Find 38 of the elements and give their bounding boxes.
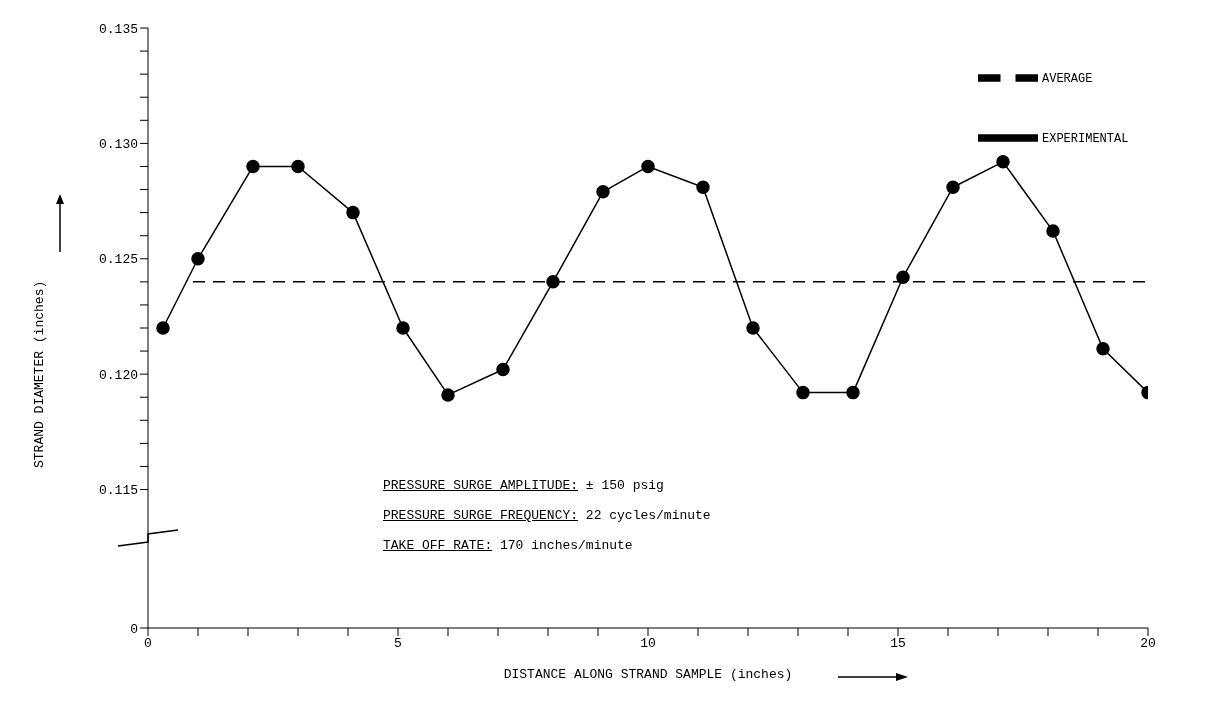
- point: [156, 321, 170, 335]
- y-tick-label: 0.120: [98, 367, 138, 383]
- point: [346, 205, 360, 220]
- point: [641, 159, 655, 174]
- annotation: PRESSURE SURGE FREQUENCY: 22 cycles/minute: [383, 508, 711, 524]
- legend-label: AVERAGE: [1042, 71, 1093, 86]
- point: [1046, 224, 1060, 238]
- point: [696, 180, 710, 194]
- legend-label: EXPERIMENTAL: [1042, 131, 1129, 146]
- point: [896, 270, 910, 284]
- point: [496, 362, 510, 377]
- point: [946, 180, 960, 194]
- y-tick-label: 0.135: [98, 21, 138, 37]
- y-axis-title: STRAND DIAMETER (inches): [31, 280, 47, 468]
- x-axis-title: DISTANCE ALONG STRAND SAMPLE (inches): [503, 667, 793, 682]
- annotation: TAKE OFF RATE: 170 inches/minute: [383, 538, 633, 554]
- y-tick-label: 0.125: [98, 252, 138, 268]
- point: [396, 321, 410, 335]
- x-tick-label: 20: [1140, 636, 1156, 652]
- point: [191, 252, 205, 266]
- point: [546, 275, 560, 289]
- x-tick-label: 5: [394, 636, 402, 652]
- y-tick-label: 0.130: [98, 137, 138, 152]
- point: [596, 185, 610, 199]
- point: [1096, 342, 1110, 356]
- point: [796, 385, 810, 400]
- x-tick-label: 15: [890, 636, 906, 652]
- x-tick-label: 10: [640, 636, 656, 652]
- point: [441, 388, 455, 402]
- annotation: PRESSURE SURGE AMPLITUDE: ± 150 psig: [383, 478, 664, 494]
- y-tick-label: 0: [130, 621, 138, 637]
- point: [291, 159, 305, 174]
- point: [246, 159, 260, 174]
- x-tick-label: 0: [144, 636, 152, 652]
- y-tick-label: 0.115: [98, 483, 138, 499]
- point: [746, 321, 760, 335]
- point: [846, 385, 860, 400]
- point: [996, 155, 1010, 169]
